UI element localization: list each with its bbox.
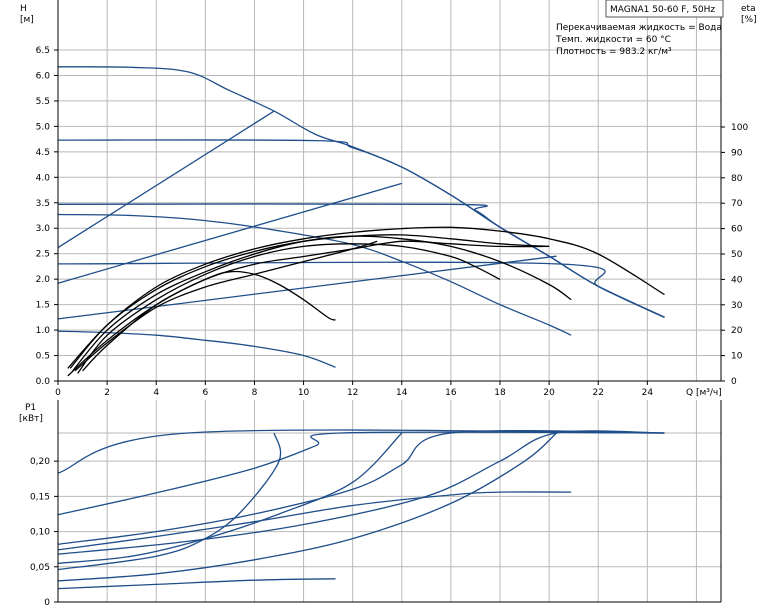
efficiency-curve-1 — [67, 226, 665, 369]
x-tick-label: 18 — [494, 388, 506, 398]
density-info: Плотность = 983.2 кг/м³ — [556, 47, 672, 57]
head-curve-4 — [57, 261, 665, 318]
chart-title: MAGNA1 50-60 F, 50Hz — [610, 5, 715, 15]
eta-tick-label: 80 — [731, 174, 743, 184]
head-tick-label: 2.0 — [36, 275, 51, 285]
eta-tick-label: 20 — [731, 326, 743, 336]
efficiency-curves — [67, 226, 665, 377]
power-tick-label: 0,10 — [30, 528, 50, 538]
x-tick-label: 24 — [642, 388, 654, 398]
fluid-info: Перекачиваемая жидкость = Вода — [556, 23, 722, 33]
eta-tick-label: 60 — [731, 225, 743, 235]
head-curve-6 — [57, 330, 336, 368]
head-tick-label: 0.5 — [36, 352, 50, 362]
head-axis-label: H — [20, 4, 27, 14]
head-curves — [57, 66, 665, 368]
eta-tick-label: 0 — [731, 377, 737, 387]
head-curve-5 — [57, 213, 572, 336]
head-panel-grid — [57, 0, 721, 382]
axes — [57, 0, 722, 603]
x-tick-label: 12 — [347, 388, 358, 398]
power-curve-1 — [57, 429, 665, 474]
efficiency-curve-3 — [72, 235, 572, 372]
x-tick-label: 20 — [543, 388, 555, 398]
system-curve-2 — [57, 182, 402, 284]
eta-tick-label: 30 — [731, 301, 743, 311]
system-curve-1 — [57, 110, 275, 249]
power-tick-label: 0,20 — [30, 457, 50, 467]
power-tick-label: 0,05 — [30, 563, 50, 573]
head-tick-label: 6.5 — [36, 46, 50, 56]
x-tick-label: 2 — [104, 388, 110, 398]
eta-tick-label: 70 — [731, 199, 743, 209]
head-tick-label: 5.5 — [36, 97, 50, 107]
eta-axis-unit: [%] — [741, 15, 757, 25]
flow-axis-label: Q [м³/ч] — [686, 388, 722, 398]
power-curve-8 — [57, 432, 403, 564]
power-curve-2 — [57, 431, 665, 516]
efficiency-curve-6 — [74, 240, 378, 372]
power-tick-label: 0 — [44, 598, 50, 608]
power-curve-9 — [57, 432, 557, 582]
power-curve-7 — [57, 432, 282, 571]
power-axis-unit: [кВт] — [19, 414, 43, 424]
x-tick-label: 22 — [592, 388, 603, 398]
system-curve-3 — [57, 255, 557, 320]
tick-labels: 0 2 4 6 8 10 12 14 16 18 20 22 240.00.51.01.52.02.53… — [30, 46, 748, 608]
x-tick-label: 14 — [396, 388, 408, 398]
efficiency-curve-5 — [67, 240, 550, 377]
power-tick-label: 0,15 — [30, 492, 50, 502]
head-tick-label: 4.5 — [36, 148, 50, 158]
eta-tick-label: 50 — [731, 250, 743, 260]
head-tick-label: 1.5 — [36, 301, 50, 311]
title-box — [605, 0, 724, 18]
eta-tick-label: 40 — [731, 275, 743, 285]
head-tick-label: 2.5 — [36, 250, 50, 260]
head-tick-label: 5.0 — [36, 122, 51, 132]
power-curves — [57, 429, 665, 590]
x-tick-label: 10 — [298, 388, 310, 398]
eta-tick-label: 100 — [731, 123, 748, 133]
x-tick-label: 6 — [202, 388, 208, 398]
efficiency-curve-4 — [77, 243, 501, 374]
head-axis-unit: [м] — [20, 15, 34, 25]
efficiency-curve-7 — [82, 270, 336, 372]
head-tick-label: 0.0 — [36, 377, 51, 387]
power-curve-5 — [57, 491, 572, 551]
x-tick-label: 0 — [55, 388, 61, 398]
head-tick-label: 6.0 — [36, 71, 51, 81]
head-tick-label: 3.0 — [36, 224, 51, 234]
head-tick-label: 3.5 — [36, 199, 50, 209]
eta-axis-label: eta — [741, 4, 756, 14]
efficiency-curve-2 — [69, 234, 550, 369]
x-tick-label: 16 — [445, 388, 457, 398]
power-curve-6 — [57, 578, 336, 590]
head-curve-3 — [57, 203, 665, 318]
head-tick-label: 1.0 — [36, 326, 51, 336]
x-tick-label: 4 — [153, 388, 159, 398]
power-axis-label: P1 — [25, 403, 36, 413]
eta-tick-label: 90 — [731, 148, 743, 158]
temperature-info: Темп. жидкости = 60 °C — [555, 35, 671, 45]
power-curve-3 — [57, 429, 665, 545]
eta-tick-label: 10 — [731, 352, 743, 362]
head-curve-1 — [57, 66, 665, 318]
system-curves — [57, 110, 557, 320]
x-tick-label: 8 — [252, 388, 258, 398]
head-tick-label: 4.0 — [36, 173, 51, 183]
